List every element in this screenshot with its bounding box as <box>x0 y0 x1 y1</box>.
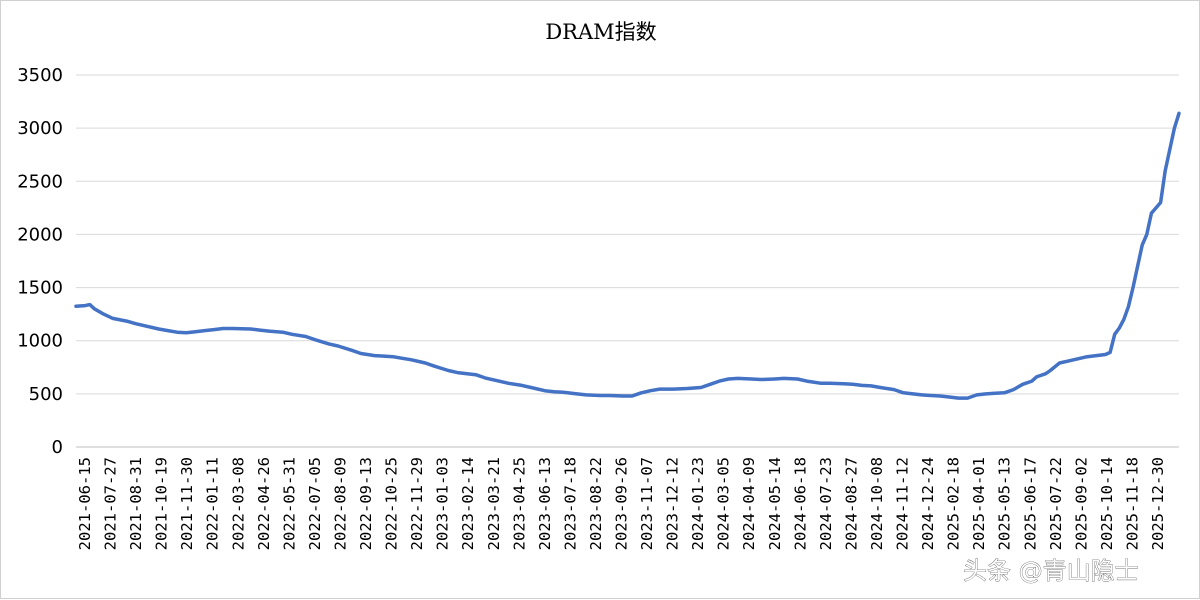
series-line <box>74 111 1181 400</box>
x-tick-label: 2024-08-27 <box>842 457 860 550</box>
x-tick-label: 2022-04-26 <box>255 457 273 550</box>
x-tick-label: 2025-04-01 <box>970 457 988 550</box>
x-tick-label: 2021-06-15 <box>76 457 94 550</box>
y-tick-label: 1500 <box>17 278 63 299</box>
x-tick-label: 2021-07-27 <box>102 457 120 550</box>
y-tick-label: 3500 <box>17 65 63 86</box>
x-tick-label: 2023-02-14 <box>459 457 477 550</box>
x-tick-label: 2021-08-31 <box>127 457 145 550</box>
gridlines <box>76 74 1179 448</box>
x-tick-label: 2024-06-18 <box>791 457 809 550</box>
x-tick-label: 2025-02-18 <box>945 457 963 550</box>
y-axis-ticks: 0 500 1000 1500 2000 2500 3000 3500 <box>17 65 63 458</box>
watermark-text: 头条 @青山隐士 <box>963 557 1139 585</box>
x-tick-label: 2024-11-12 <box>894 457 912 550</box>
x-tick-label: 2022-09-13 <box>357 457 375 550</box>
x-tick-label: 2025-07-22 <box>1047 457 1065 550</box>
x-tick-label: 2023-06-13 <box>536 457 554 550</box>
x-tick-label: 2025-10-14 <box>1098 457 1116 550</box>
series-layer <box>74 111 1181 400</box>
x-tick-label: 2022-08-09 <box>331 457 349 550</box>
x-tick-label: 2023-09-26 <box>613 457 631 550</box>
x-tick-label: 2022-03-08 <box>229 457 247 550</box>
x-tick-label: 2022-01-11 <box>204 457 222 550</box>
y-tick-label: 500 <box>29 384 63 405</box>
x-tick-label: 2024-04-09 <box>740 457 758 550</box>
x-tick-label: 2023-12-12 <box>664 457 682 550</box>
x-tick-label: 2023-04-25 <box>510 457 528 550</box>
x-tick-label: 2023-03-21 <box>485 457 503 550</box>
x-tick-label: 2023-01-03 <box>434 457 452 550</box>
y-tick-label: 0 <box>52 437 63 458</box>
x-tick-label: 2024-01-23 <box>689 457 707 550</box>
x-tick-label: 2024-12-24 <box>919 457 937 550</box>
y-tick-label: 3000 <box>17 118 63 139</box>
x-tick-label: 2022-11-29 <box>408 457 426 550</box>
x-tick-label: 2021-11-30 <box>178 457 196 550</box>
chart-title: DRAM指数 <box>545 20 656 44</box>
x-tick-label: 2025-05-13 <box>996 457 1014 550</box>
x-axis-ticks: 2021-06-15 2021-07-27 2021-08-31 2021-10-19… <box>76 457 1167 550</box>
y-tick-label: 2000 <box>17 224 63 245</box>
x-tick-label: 2024-05-14 <box>766 457 784 550</box>
x-tick-label: 2022-10-25 <box>383 457 401 550</box>
x-tick-label: 2021-10-19 <box>153 457 171 550</box>
x-tick-label: 2023-07-18 <box>561 457 579 550</box>
x-tick-label: 2025-09-02 <box>1072 457 1090 550</box>
x-tick-label: 2025-06-17 <box>1021 457 1039 550</box>
y-tick-label: 2500 <box>17 171 63 192</box>
x-tick-label: 2023-08-22 <box>587 457 605 550</box>
x-tick-label: 2023-11-07 <box>638 457 656 550</box>
x-tick-label: 2022-07-05 <box>306 457 324 550</box>
x-tick-label: 2024-10-08 <box>868 457 886 550</box>
x-tick-label: 2024-03-05 <box>715 457 733 550</box>
x-tick-label: 2025-12-30 <box>1149 457 1167 550</box>
x-tick-label: 2024-07-23 <box>817 457 835 550</box>
y-tick-label: 1000 <box>17 331 63 352</box>
x-tick-label: 2022-05-31 <box>280 457 298 550</box>
x-tick-label: 2025-11-18 <box>1123 457 1141 550</box>
